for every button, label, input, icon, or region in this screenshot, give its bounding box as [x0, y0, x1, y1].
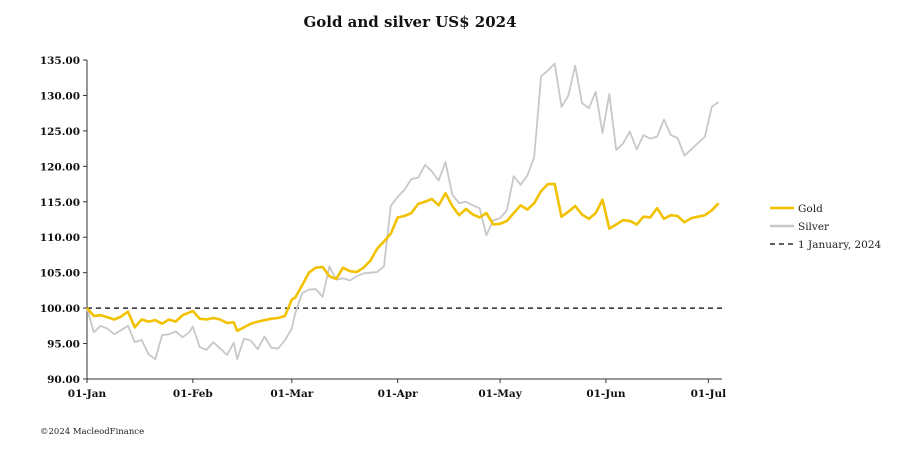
y-tick-label: 115.00: [40, 197, 80, 209]
legend: Gold Silver 1 January, 2024: [770, 203, 882, 251]
x-tick-label: 01-Feb: [173, 388, 213, 400]
y-tick-label: 130.00: [40, 90, 80, 102]
x-tick-label: 01-Jan: [68, 388, 107, 400]
series-line-silver: [86, 62, 720, 361]
legend-label: Gold: [798, 203, 823, 215]
x-tick-label: 01-Jul: [691, 388, 727, 400]
y-tick-label: 95.00: [47, 339, 80, 351]
x-tick-label: 01-Jun: [586, 388, 626, 400]
x-tick-label: 01-May: [478, 388, 522, 400]
x-tick-label: 01-Mar: [270, 388, 313, 400]
chart-title: Gold and silver US$ 2024: [303, 13, 516, 31]
legend-label: Silver: [798, 221, 830, 233]
series-layer: [86, 62, 722, 361]
y-tick-label: 120.00: [40, 161, 80, 173]
y-tick-label: 90.00: [47, 374, 80, 386]
y-tick-label: 125.00: [40, 126, 80, 138]
y-tick-label: 100.00: [40, 303, 80, 315]
series-line-gold: [86, 182, 720, 333]
y-tick-label: 105.00: [40, 268, 80, 280]
x-tick-label: 01-Apr: [378, 388, 418, 400]
legend-label: 1 January, 2024: [798, 239, 882, 251]
chart-axes: 90.00 95.00 100.00 105.00 110.00 115.00 120.00…: [40, 55, 726, 400]
credit-text: ©2024 MacleodFinance: [40, 427, 144, 437]
y-tick-label: 135.00: [40, 55, 80, 67]
y-tick-label: 110.00: [40, 232, 80, 244]
